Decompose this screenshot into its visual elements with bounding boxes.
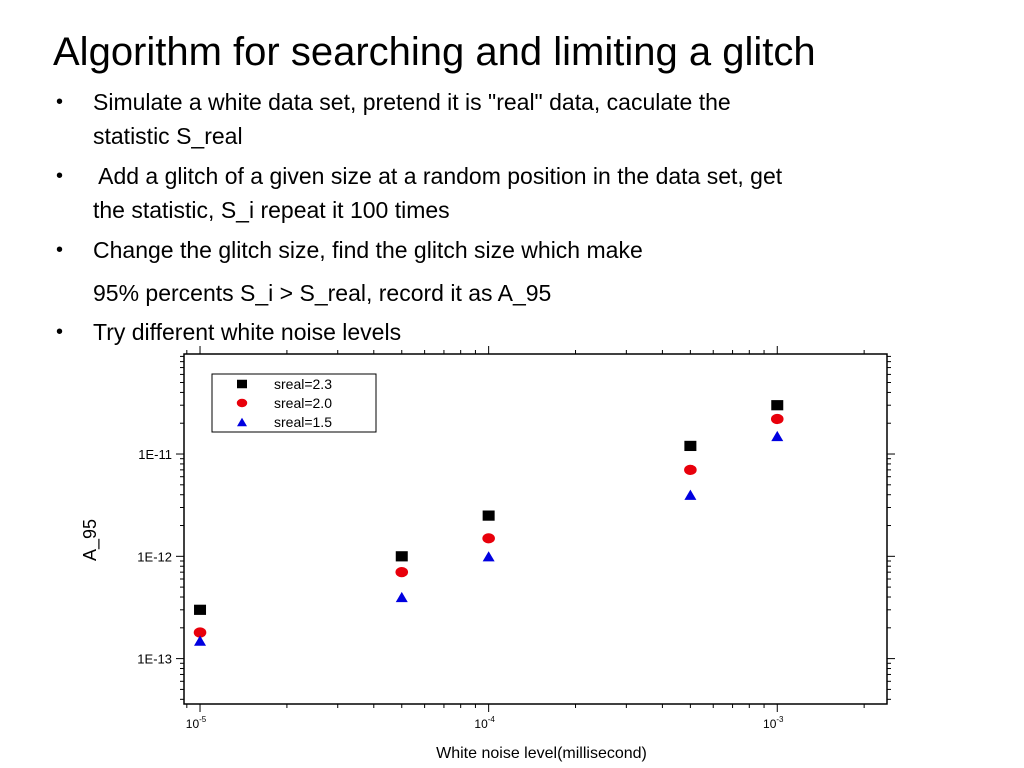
y-axis-title: A_95 [80, 519, 101, 561]
x-tick-label-exponent: -5 [199, 715, 207, 724]
data-point-triangle [194, 635, 207, 646]
x-tick-label: 10-5 [186, 715, 207, 731]
x-tick-label-base: 10 [763, 717, 777, 731]
data-point-triangle [771, 430, 784, 442]
x-tick-label-base: 10 [474, 717, 488, 731]
x-tick-label-exponent: -3 [776, 715, 784, 724]
bullet-text: Try different white noise levels [93, 319, 402, 345]
data-point-circle [395, 567, 409, 578]
y-tick-label: 1E-13 [137, 652, 172, 667]
x-tick-label-base: 10 [186, 717, 200, 731]
legend-label: sreal=2.0 [274, 395, 332, 411]
bullet-text: Change the glitch size, find the glitch … [93, 237, 643, 263]
bullet-marker: • [56, 321, 64, 343]
bullet-text: Simulate a white data set, pretend it is… [93, 89, 731, 115]
x-tick-label-exponent: -4 [488, 715, 496, 724]
legend-label: sreal=1.5 [274, 414, 332, 430]
data-point-circle [684, 464, 697, 475]
y-tick-label: 1E-12 [137, 549, 172, 564]
data-point-square [771, 400, 784, 411]
data-point-square [482, 510, 495, 521]
bullet-text: statistic S_real [93, 123, 243, 149]
data-point-triangle [395, 591, 408, 603]
x-tick-label: 10-3 [763, 715, 784, 731]
legend-marker-triangle [237, 417, 247, 427]
bullet-text: Add a glitch of a given size at a random… [93, 163, 783, 189]
data-point-square [395, 551, 408, 562]
bullet-marker: • [56, 165, 64, 187]
bullet-text: 95% percents S_i > S_real, record it as … [93, 280, 552, 306]
x-tick-label: 10-4 [474, 715, 495, 731]
y-tick-label: 1E-11 [138, 447, 172, 462]
slide-title: Algorithm for searching and limiting a g… [53, 30, 816, 74]
data-point-square [684, 440, 697, 452]
data-point-circle [193, 627, 207, 638]
legend-marker-square [237, 379, 247, 389]
data-point-triangle [482, 551, 495, 562]
legend-marker-circle [236, 398, 248, 408]
data-point-square [194, 604, 207, 615]
legend-label: sreal=2.3 [274, 376, 332, 392]
data-point-circle [770, 413, 784, 425]
data-point-triangle [684, 489, 697, 500]
bullet-text: the statistic, S_i repeat it 100 times [93, 197, 450, 223]
data-point-circle [482, 533, 495, 544]
bullet-marker: • [56, 91, 64, 113]
bullet-marker: • [56, 239, 64, 261]
plot-frame [183, 353, 888, 705]
x-axis-title: White noise level(millisecond) [436, 745, 647, 762]
